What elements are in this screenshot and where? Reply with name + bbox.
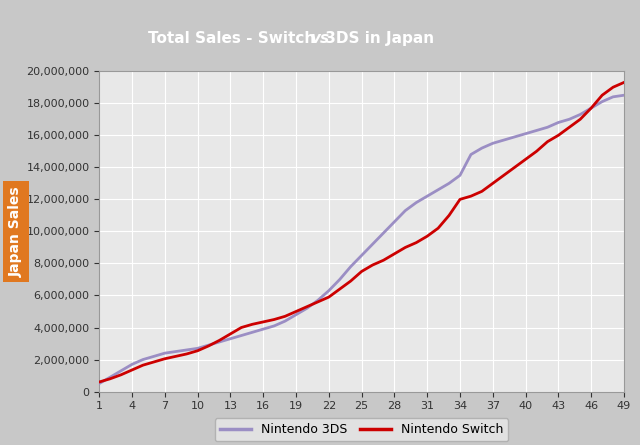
- Text: 3DS in Japan: 3DS in Japan: [320, 32, 434, 46]
- Text: Total Sales - Switch: Total Sales - Switch: [147, 32, 320, 46]
- Text: Japan Sales: Japan Sales: [9, 186, 23, 277]
- Legend: Nintendo 3DS, Nintendo Switch: Nintendo 3DS, Nintendo Switch: [215, 418, 508, 441]
- Text: vs: vs: [310, 32, 330, 46]
